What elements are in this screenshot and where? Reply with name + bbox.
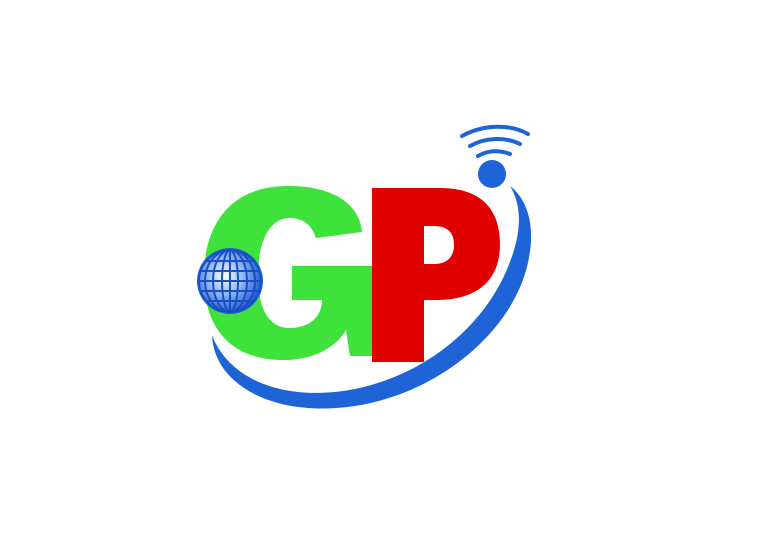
orbit-swoosh — [212, 186, 532, 409]
p-letter — [372, 188, 500, 362]
g-letter — [204, 186, 372, 360]
wifi-signal-icon — [460, 124, 530, 188]
globe-icon — [197, 248, 263, 314]
